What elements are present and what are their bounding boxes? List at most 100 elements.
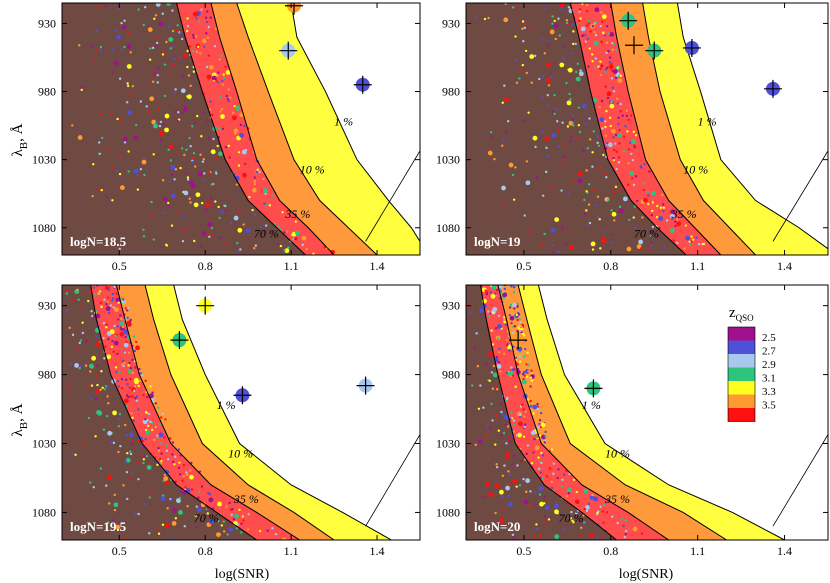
- survey-point: [238, 508, 241, 512]
- survey-point: [115, 524, 121, 530]
- survey-point: [512, 198, 516, 201]
- survey-point: [142, 228, 145, 231]
- survey-point: [161, 179, 165, 182]
- survey-point: [550, 480, 553, 484]
- survey-point: [513, 307, 516, 310]
- survey-point: [89, 363, 94, 369]
- survey-point: [205, 32, 208, 35]
- y-tick-label: 1030: [436, 437, 460, 451]
- survey-point: [295, 230, 300, 236]
- survey-point: [624, 529, 628, 533]
- survey-point: [128, 361, 131, 365]
- survey-point: [102, 322, 106, 325]
- survey-point: [511, 533, 515, 537]
- survey-point: [642, 181, 645, 185]
- survey-point: [104, 345, 107, 348]
- survey-point: [596, 511, 599, 514]
- y-tick-label: 930: [442, 299, 460, 313]
- survey-point: [100, 305, 103, 309]
- survey-point: [112, 410, 117, 416]
- survey-point: [192, 11, 198, 17]
- survey-point: [148, 491, 152, 495]
- survey-point: [105, 414, 109, 418]
- highlight-point: [170, 331, 189, 350]
- survey-point: [186, 176, 190, 179]
- survey-point: [602, 153, 605, 157]
- survey-point: [180, 88, 186, 94]
- survey-point: [192, 36, 195, 39]
- survey-point: [210, 226, 214, 230]
- contour-label: 1 %: [582, 398, 601, 412]
- survey-point: [151, 391, 154, 394]
- survey-point: [232, 115, 237, 121]
- survey-point: [287, 246, 290, 249]
- survey-point: [258, 529, 262, 533]
- survey-point: [170, 173, 174, 176]
- survey-point: [488, 379, 491, 382]
- highlight-point-cross: [279, 41, 298, 60]
- survey-point: [116, 325, 119, 328]
- survey-point: [183, 524, 187, 528]
- survey-point: [113, 340, 119, 346]
- survey-point: [168, 144, 174, 150]
- survey-point: [522, 477, 525, 481]
- survey-point: [69, 362, 72, 366]
- survey-point: [87, 385, 91, 388]
- survey-point: [186, 49, 189, 53]
- survey-point: [110, 166, 114, 169]
- survey-point: [106, 385, 109, 389]
- survey-point: [214, 200, 217, 203]
- survey-point: [501, 474, 505, 477]
- survey-point: [608, 61, 611, 64]
- survey-point: [209, 100, 212, 103]
- survey-point: [237, 151, 241, 154]
- survey-point: [211, 202, 214, 205]
- survey-point: [142, 23, 145, 27]
- survey-point: [188, 45, 191, 48]
- y-tick-label: 930: [442, 16, 460, 30]
- survey-point: [91, 194, 94, 198]
- survey-point: [614, 142, 617, 145]
- survey-point: [618, 142, 621, 145]
- survey-point: [516, 318, 519, 322]
- survey-point: [185, 471, 188, 474]
- survey-point: [123, 45, 126, 49]
- survey-point: [171, 441, 175, 444]
- survey-point: [180, 489, 183, 492]
- survey-point: [244, 148, 248, 152]
- survey-point: [612, 90, 616, 93]
- survey-point: [518, 355, 521, 358]
- survey-point: [83, 442, 87, 445]
- survey-point: [538, 467, 541, 471]
- survey-point: [495, 414, 498, 417]
- survey-point: [186, 17, 189, 20]
- survey-point: [522, 408, 525, 411]
- survey-point: [81, 86, 84, 89]
- survey-point: [543, 495, 546, 498]
- plot-frame: [61, 284, 421, 541]
- survey-point: [546, 441, 549, 444]
- survey-point: [627, 148, 630, 151]
- survey-point: [143, 503, 146, 506]
- survey-point: [540, 96, 543, 99]
- survey-point: [155, 121, 158, 124]
- survey-point: [525, 375, 529, 378]
- survey-point: [135, 340, 138, 344]
- survey-point: [556, 129, 560, 132]
- panel-label: logN=18.5: [70, 234, 127, 249]
- survey-point: [553, 112, 556, 116]
- survey-point: [566, 487, 572, 493]
- survey-point: [519, 321, 522, 324]
- survey-point: [206, 232, 209, 235]
- survey-point: [560, 7, 563, 10]
- contour-35-percent: [210, 3, 335, 255]
- survey-point: [495, 288, 499, 292]
- survey-point: [176, 24, 179, 27]
- survey-point: [266, 529, 269, 532]
- survey-point: [632, 130, 636, 134]
- survey-point: [591, 151, 594, 154]
- survey-point: [121, 325, 125, 329]
- survey-point: [525, 452, 528, 455]
- survey-point: [616, 66, 620, 69]
- survey-point: [118, 118, 122, 122]
